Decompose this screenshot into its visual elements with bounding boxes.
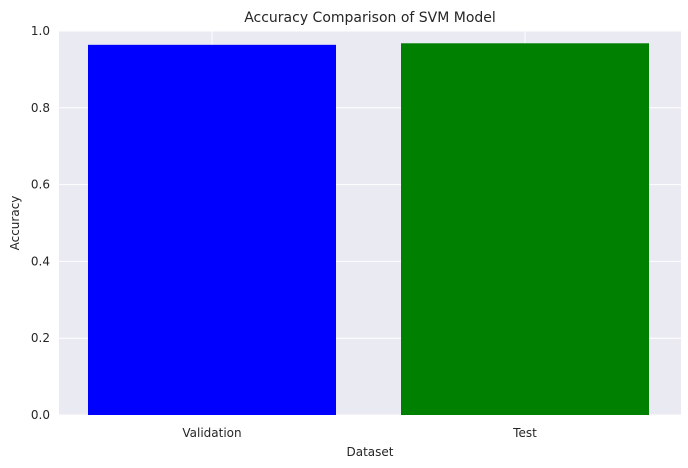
- y-tick-label: 1.0: [31, 24, 50, 38]
- bar-validation: [88, 44, 336, 415]
- y-axis-title: Accuracy: [8, 196, 22, 251]
- y-tick-label: 0.2: [31, 331, 50, 345]
- x-tick-label-validation: Validation: [182, 426, 241, 440]
- x-axis-ticks: Validation Test: [182, 426, 537, 440]
- y-tick-label: 0.6: [31, 178, 50, 192]
- bars: [88, 43, 649, 416]
- y-tick-label: 0.8: [31, 101, 50, 115]
- bar-test: [401, 43, 649, 416]
- x-tick-label-test: Test: [512, 426, 537, 440]
- chart-title: Accuracy Comparison of SVM Model: [244, 10, 496, 26]
- x-axis-title: Dataset: [347, 445, 394, 459]
- y-tick-label: 0.0: [31, 408, 50, 422]
- y-tick-label: 0.4: [31, 254, 50, 268]
- y-axis-ticks: 0.0 0.2 0.4 0.6 0.8 1.0: [31, 24, 50, 422]
